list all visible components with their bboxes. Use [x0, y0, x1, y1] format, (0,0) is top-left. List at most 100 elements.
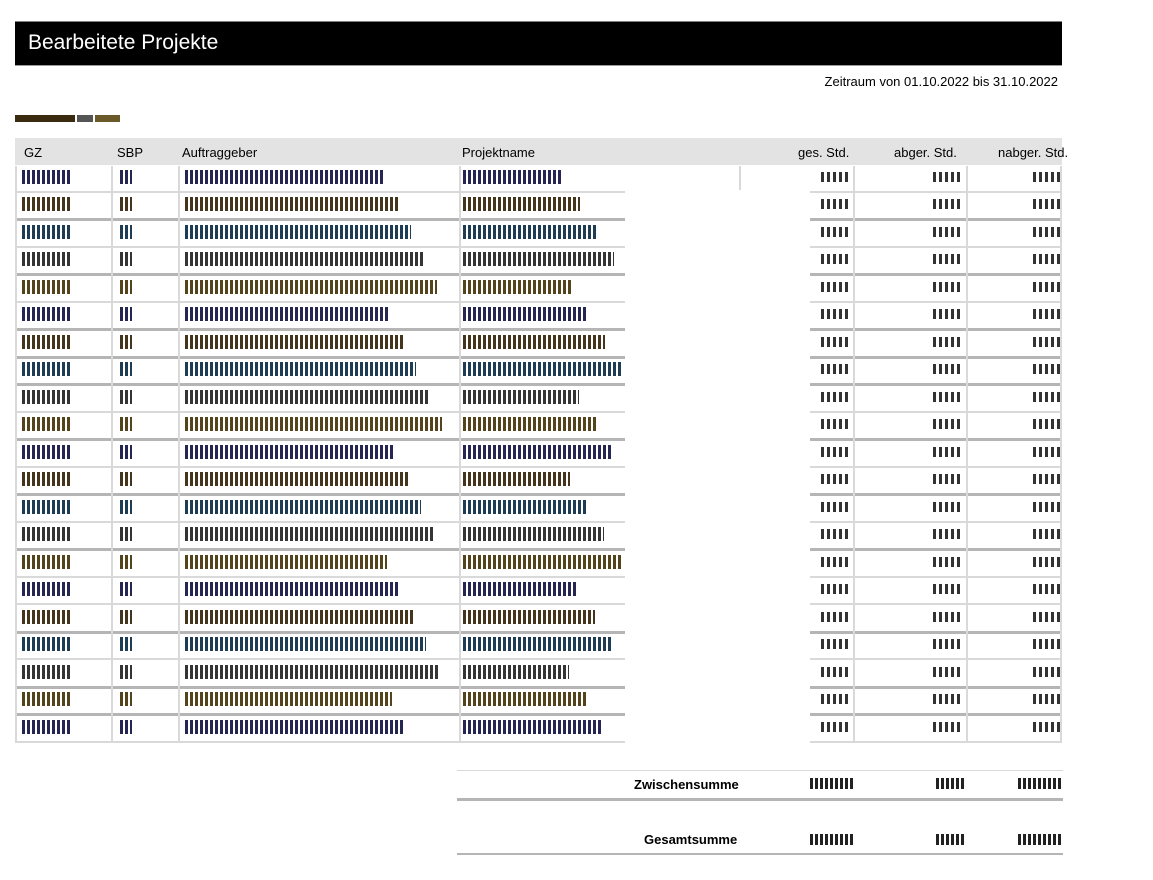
ges-std-cell	[821, 557, 851, 567]
row-divider	[810, 438, 1062, 441]
ges-std-cell	[821, 172, 851, 182]
row-divider	[810, 521, 1062, 523]
abger-std-cell	[933, 364, 963, 374]
ges-std-cell	[821, 639, 851, 649]
nabger-std-cell	[1033, 639, 1060, 649]
column-divider	[966, 166, 968, 742]
projektname-cell	[463, 197, 580, 211]
gz-cell	[22, 335, 70, 349]
table-row	[15, 716, 1062, 743]
auftraggeber-cell	[185, 307, 390, 321]
row-divider	[810, 493, 1062, 496]
auftraggeber-cell	[185, 362, 416, 376]
row-divider	[15, 301, 625, 303]
abger-std-cell	[933, 612, 963, 622]
subtotal-row: Zwischensumme	[457, 770, 1063, 801]
auftraggeber-cell	[185, 720, 405, 734]
row-divider	[15, 438, 625, 441]
ges-std-cell	[821, 392, 851, 402]
row-divider	[810, 383, 1062, 386]
table-row	[15, 441, 1062, 468]
gz-cell	[22, 280, 70, 294]
row-divider	[15, 466, 625, 468]
row-divider	[810, 273, 1062, 276]
auftraggeber-cell	[185, 335, 403, 349]
projektname-cell	[463, 225, 597, 239]
abger-std-cell	[933, 694, 963, 704]
sbp-cell	[120, 362, 132, 376]
abger-std-cell	[933, 282, 963, 292]
row-divider	[810, 686, 1062, 689]
gz-cell	[22, 665, 70, 679]
abger-std-cell	[933, 227, 963, 237]
nabger-std-cell	[1033, 337, 1060, 347]
row-divider	[810, 631, 1062, 634]
table-row	[15, 496, 1062, 523]
table-row	[15, 688, 1062, 716]
subtotal-label: Zwischensumme	[634, 777, 739, 792]
col-ges-std: ges. Std.	[798, 145, 850, 160]
row-divider	[810, 191, 1062, 193]
row-divider	[15, 383, 625, 386]
row-divider	[810, 576, 1062, 578]
column-header-row: GZ SBP Auftraggeber Projektname ges. Std…	[15, 138, 1068, 165]
column-divider	[1060, 166, 1062, 742]
col-auftraggeber: Auftraggeber	[182, 145, 258, 160]
row-divider	[15, 521, 625, 523]
abger-std-cell	[933, 254, 963, 264]
sbp-cell	[120, 335, 132, 349]
row-divider	[810, 658, 1062, 660]
row-divider	[810, 328, 1062, 331]
table-row	[15, 331, 1062, 359]
gz-cell	[22, 692, 70, 706]
projektname-cell	[463, 445, 613, 459]
nabger-std-cell	[1033, 392, 1060, 402]
gz-cell	[22, 610, 70, 624]
projektname-cell	[463, 307, 588, 321]
col-projektname: Projektname	[462, 145, 535, 160]
projektname-cell	[463, 692, 586, 706]
ges-std-cell	[821, 309, 851, 319]
projektname-cell	[463, 335, 605, 349]
ges-std-cell	[821, 364, 851, 374]
abger-std-cell	[933, 722, 963, 732]
table-row	[15, 166, 1062, 193]
abger-std-cell	[933, 639, 963, 649]
nabger-std-cell	[1033, 364, 1060, 374]
row-divider	[810, 218, 1062, 221]
auftraggeber-cell	[185, 417, 442, 431]
row-divider	[15, 603, 625, 605]
nabger-std-cell	[1033, 667, 1060, 677]
total-row: Gesamtsumme	[457, 826, 1063, 856]
ges-std-cell	[821, 502, 851, 512]
table-row	[15, 523, 1062, 551]
ges-std-cell	[821, 199, 851, 209]
column-divider	[853, 166, 855, 742]
table-row	[15, 221, 1062, 248]
projektname-cell	[463, 610, 595, 624]
sbp-cell	[120, 307, 132, 321]
gz-cell	[22, 307, 70, 321]
gz-cell	[22, 445, 70, 459]
sbp-cell	[120, 665, 132, 679]
column-divider	[739, 166, 741, 190]
sbp-cell	[120, 500, 132, 514]
gz-cell	[22, 197, 70, 211]
auftraggeber-cell	[185, 390, 429, 404]
nabger-std-cell	[1033, 447, 1060, 457]
nabger-std-cell	[1033, 557, 1060, 567]
ges-std-cell	[821, 474, 851, 484]
table-row	[15, 606, 1062, 634]
row-divider	[15, 218, 625, 221]
gz-cell	[22, 225, 70, 239]
projektname-cell	[463, 582, 578, 596]
gz-cell	[22, 252, 70, 266]
nabger-std-cell	[1033, 612, 1060, 622]
abger-std-cell	[933, 199, 963, 209]
nabger-std-cell	[1033, 172, 1060, 182]
sbp-cell	[120, 637, 132, 651]
row-divider	[810, 548, 1062, 551]
row-divider	[15, 246, 625, 248]
projektname-cell	[463, 362, 622, 376]
ges-std-cell	[821, 227, 851, 237]
